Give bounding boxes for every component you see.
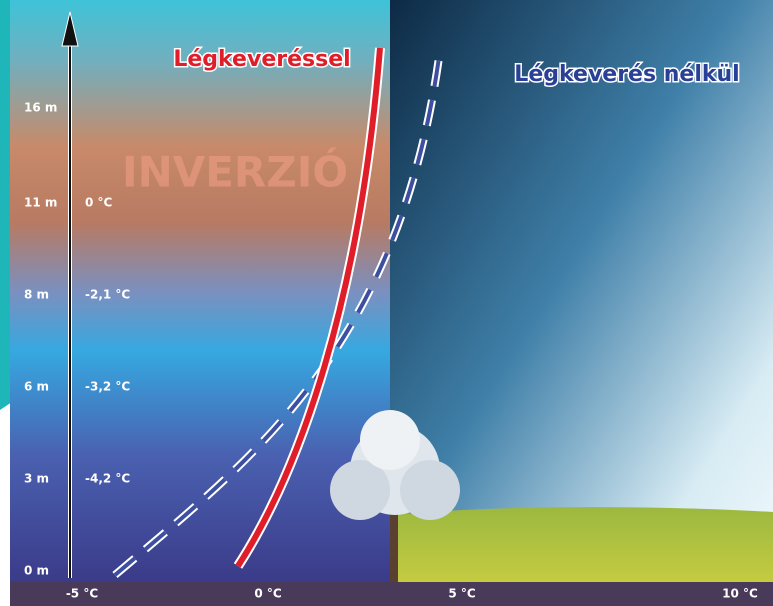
axis-arrow bbox=[61, 11, 79, 47]
with-mixing-label: Légkeveréssel bbox=[173, 47, 350, 72]
labels: 16 m 11 m 8 m 6 m 3 m 0 m 0 °C -2,1 °C -3,2 °C -4… bbox=[24, 101, 758, 601]
without-mixing-label: Légkeverés nélkül bbox=[514, 62, 739, 87]
x-label: 10 °C bbox=[722, 587, 758, 601]
temperature-label: 0 °C bbox=[85, 196, 113, 210]
curve-mixing bbox=[235, 47, 383, 568]
ground bbox=[10, 582, 773, 606]
temperature-label: -4,2 °C bbox=[85, 472, 130, 486]
height-label: 6 m bbox=[24, 380, 49, 394]
inversion-panel bbox=[10, 0, 390, 585]
inversion-label: INVERZIÓ bbox=[122, 147, 348, 197]
x-label: -5 °C bbox=[66, 587, 99, 601]
height-label: 11 m bbox=[24, 196, 57, 210]
height-label: 8 m bbox=[24, 288, 49, 302]
height-label: 0 m bbox=[24, 564, 49, 578]
temperature-label: -2,1 °C bbox=[85, 288, 130, 302]
x-label: 5 °C bbox=[448, 587, 476, 601]
tree bbox=[330, 410, 460, 582]
x-label: 0 °C bbox=[254, 587, 282, 601]
height-label: 16 m bbox=[24, 101, 57, 115]
field bbox=[390, 507, 773, 585]
height-label: 3 m bbox=[24, 472, 49, 486]
temperature-label: -3,2 °C bbox=[85, 380, 130, 394]
